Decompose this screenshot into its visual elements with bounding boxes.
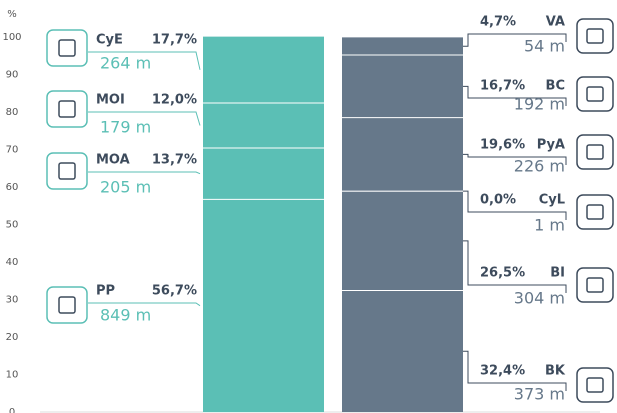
icon-box	[576, 134, 614, 170]
y-tick-label: 90	[6, 70, 19, 81]
bar-segment	[203, 103, 324, 148]
segment-value-label: 0,0%	[480, 193, 516, 208]
icon	[58, 296, 76, 314]
icon	[58, 162, 76, 180]
y-tick-label: 100	[2, 32, 21, 43]
segment-name: BI	[550, 266, 565, 281]
segment-name: MOA	[96, 153, 130, 168]
segment-value-label: 26,5%	[480, 266, 525, 281]
icon	[586, 28, 604, 44]
bar-segment	[342, 55, 463, 118]
segment-name: MOI	[96, 93, 125, 108]
segment-value-label: 4,7%	[480, 15, 516, 30]
segment-name: PP	[96, 284, 115, 299]
y-tick-label: 20	[6, 332, 19, 343]
segment-amount: 849 m	[100, 306, 151, 325]
icon-box	[46, 286, 88, 324]
segment-value-label: 17,7%	[152, 33, 197, 48]
connector	[463, 190, 567, 220]
segment-amount: 226 m	[514, 157, 565, 176]
y-axis-label: %	[7, 9, 17, 20]
icon-box	[576, 267, 614, 303]
connector	[463, 240, 567, 293]
segment-amount: 1 m	[534, 216, 565, 235]
segment-name: CyL	[539, 193, 565, 208]
segment-value-label: 12,0%	[152, 93, 197, 108]
segment-name: CyE	[96, 33, 123, 48]
icon-box	[576, 18, 614, 54]
segment-name: PyA	[537, 138, 565, 153]
segment-amount: 179 m	[100, 118, 151, 137]
y-tick-label: 10	[6, 370, 19, 381]
segment-amount: 205 m	[100, 178, 151, 197]
segment-value-label: 56,7%	[152, 284, 197, 299]
icon-box	[46, 152, 88, 190]
y-tick-label: 80	[6, 107, 19, 118]
segment-amount: 54 m	[524, 37, 565, 56]
y-tick-label: 30	[6, 295, 19, 306]
y-tick-label: 40	[6, 257, 19, 268]
icon-box	[576, 194, 614, 230]
connector	[463, 350, 567, 391]
connector	[88, 111, 201, 126]
segment-value-label: 19,6%	[480, 138, 525, 153]
segment-name: VA	[546, 15, 565, 30]
connector	[463, 85, 567, 106]
segment-value-label: 13,7%	[152, 153, 197, 168]
icon	[586, 86, 604, 102]
bar-segment	[203, 36, 324, 103]
connector	[88, 51, 201, 70]
connector	[463, 33, 567, 47]
bar-segment	[342, 37, 463, 55]
y-tick-label: 70	[6, 145, 19, 156]
segment-name: BK	[545, 364, 566, 379]
connector	[88, 302, 201, 307]
icon	[586, 277, 604, 293]
bar-segment	[342, 117, 463, 192]
segment-amount: 264 m	[100, 54, 151, 73]
bar-segment	[203, 199, 324, 412]
connector	[463, 153, 567, 165]
bar-segment	[342, 290, 463, 412]
y-tick-label: 60	[6, 182, 19, 193]
icon-box	[576, 76, 614, 112]
icon	[58, 100, 76, 118]
segment-value-label: 32,4%	[480, 364, 525, 379]
y-tick-label: 50	[6, 220, 19, 231]
bar-segment	[342, 191, 463, 291]
segment-amount: 192 m	[514, 95, 565, 114]
bar-segment	[203, 148, 324, 200]
segment-amount: 304 m	[514, 289, 565, 308]
icon	[58, 39, 76, 57]
segment-value-label: 16,7%	[480, 79, 525, 94]
y-tick-label: 0	[9, 407, 15, 413]
icon	[586, 377, 604, 393]
segment-name: BC	[546, 79, 565, 94]
icon-box	[46, 29, 88, 67]
icon	[586, 204, 604, 220]
icon-box	[46, 90, 88, 128]
connector	[88, 171, 201, 175]
icon	[586, 144, 604, 160]
icon-box	[576, 367, 614, 403]
segment-amount: 373 m	[514, 385, 565, 404]
